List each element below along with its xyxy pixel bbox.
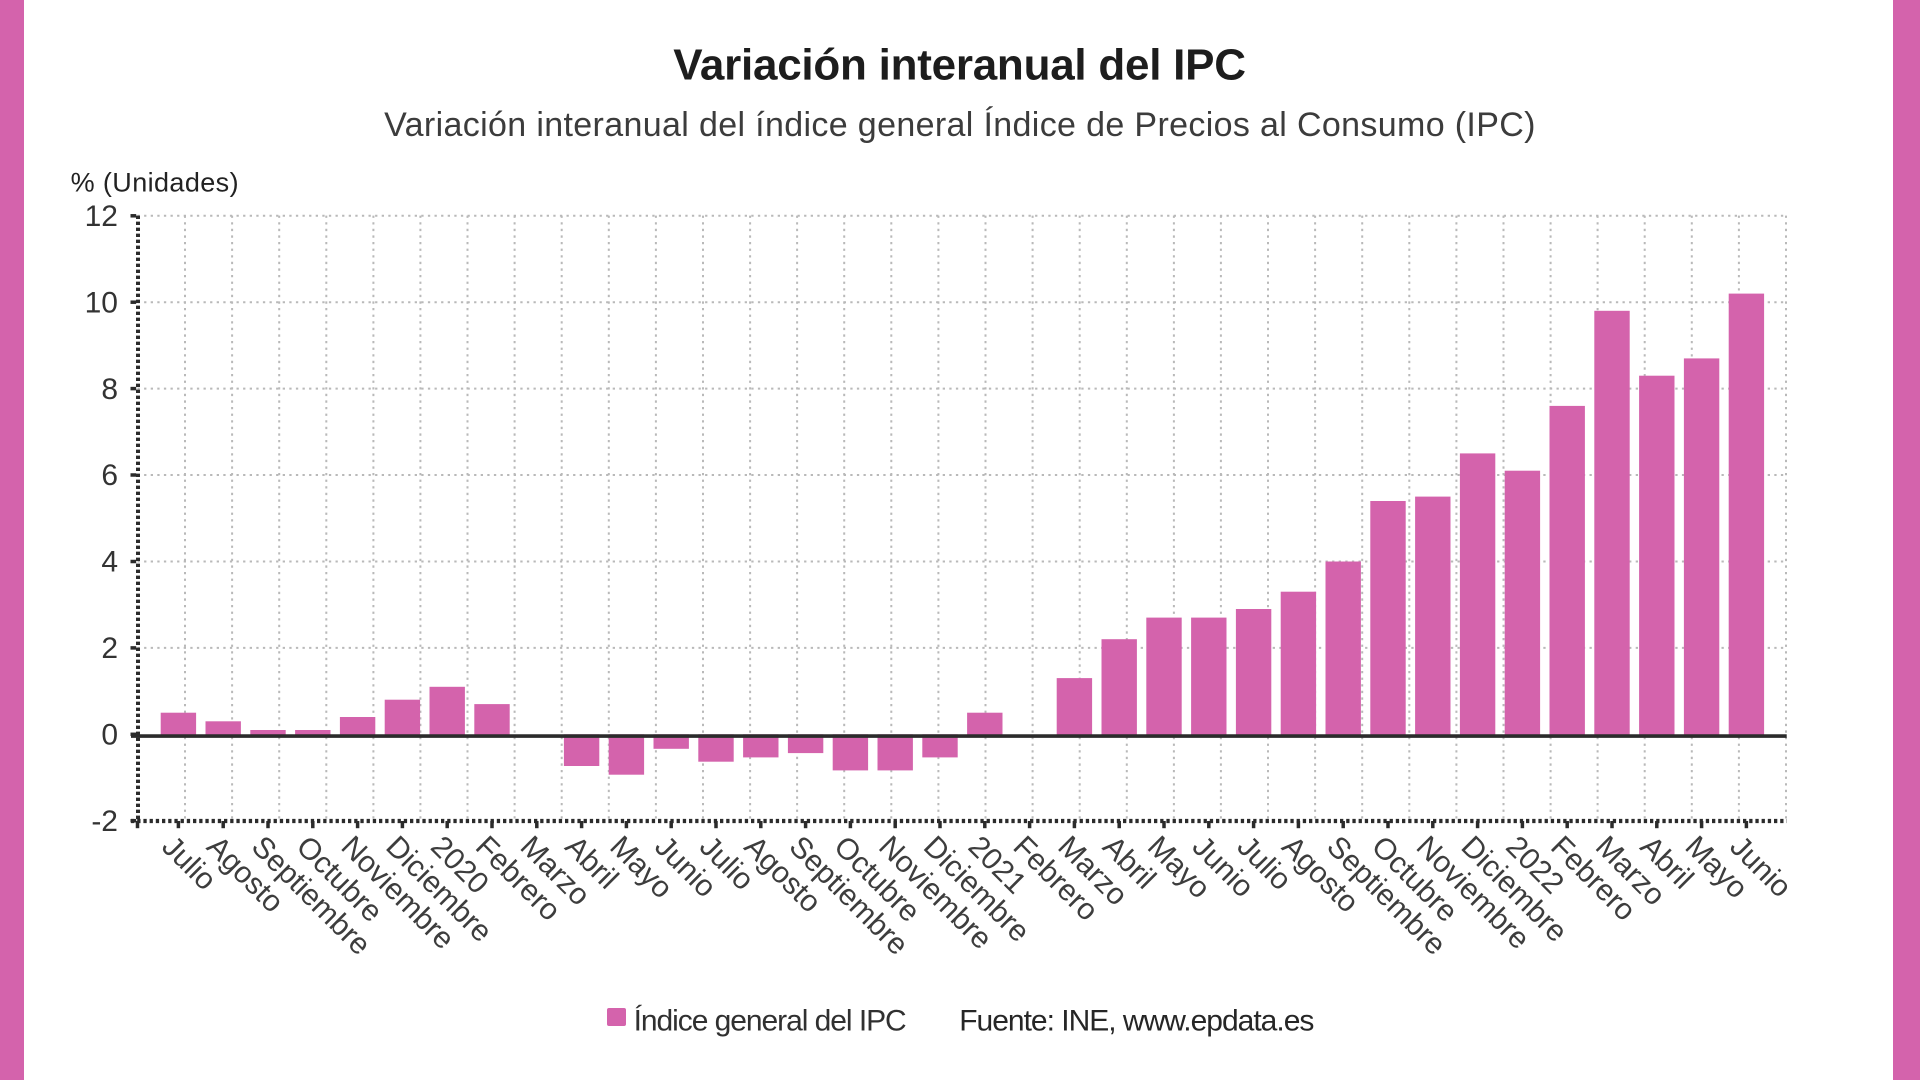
svg-text:2: 2 (101, 632, 118, 665)
svg-text:6: 6 (101, 459, 118, 492)
svg-text:Índice general del IPC: Índice general del IPC (634, 1005, 906, 1038)
svg-text:4: 4 (101, 546, 118, 579)
svg-text:12: 12 (85, 200, 118, 233)
svg-text:% (Unidades): % (Unidades) (71, 168, 239, 198)
svg-text:0: 0 (101, 719, 118, 752)
svg-text:Variación interanual del índic: Variación interanual del índice general … (384, 106, 1536, 144)
svg-text:8: 8 (101, 373, 118, 406)
svg-text:10: 10 (85, 286, 118, 319)
svg-text:Fuente: INE, www.epdata.es: Fuente: INE, www.epdata.es (959, 1005, 1313, 1038)
svg-text:-2: -2 (91, 805, 118, 838)
svg-text:Variación interanual del IPC: Variación interanual del IPC (673, 41, 1246, 90)
